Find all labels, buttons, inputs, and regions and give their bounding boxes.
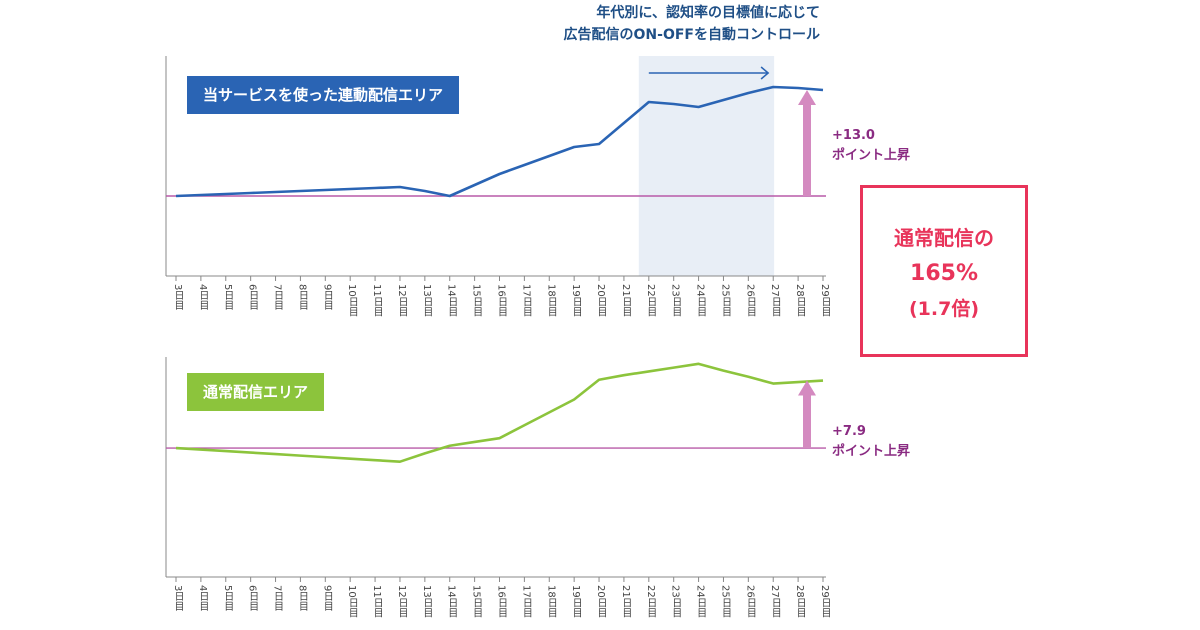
- x-tick-label: 16日目: [495, 585, 507, 618]
- x-tick-label: 26日目: [744, 585, 756, 618]
- x-tick-label: 7日目: [271, 585, 283, 612]
- x-tick-label: 20日目: [595, 284, 607, 317]
- x-tick-label: 3日目: [172, 585, 183, 612]
- x-tick-label: 28日目: [794, 585, 806, 618]
- x-tick-label: 9日目: [321, 585, 333, 612]
- automation-annotation: 年代別に、認知率の目標値に応じて 広告配信のON-OFFを自動コントロール: [564, 2, 820, 46]
- x-tick-label: 9日目: [321, 284, 333, 311]
- x-tick-label: 29日目: [819, 284, 830, 317]
- x-tick-label: 21日目: [619, 585, 631, 618]
- x-tick-label: 24日目: [694, 284, 706, 317]
- x-tick-label: 20日目: [595, 585, 607, 618]
- x-tick-label: 14日目: [445, 585, 457, 618]
- x-tick-label: 19日目: [570, 585, 582, 618]
- normal-delivery-plot: [165, 357, 826, 582]
- result-line-1: 通常配信の: [894, 226, 994, 250]
- x-tick-label: 21日目: [619, 284, 631, 317]
- linked-delivery-chart: [165, 56, 836, 281]
- x-tick-label: 11日目: [371, 585, 383, 618]
- x-tick-label: 4日目: [196, 585, 208, 612]
- normal-gain-text: ポイント上昇: [832, 444, 911, 459]
- linked-gain-value: +13.0: [832, 128, 875, 143]
- x-tick-label: 4日目: [196, 284, 208, 311]
- result-box: 通常配信の 165% (1.7倍): [860, 185, 1028, 357]
- result-line-2: 165%: [910, 261, 978, 286]
- x-tick-label: 23日目: [669, 284, 681, 317]
- x-tick-label: 22日目: [644, 585, 656, 618]
- x-tick-label: 15日目: [470, 585, 482, 618]
- x-tick-label: 8日目: [296, 585, 308, 612]
- x-tick-label: 25日目: [719, 284, 731, 317]
- x-tick-label: 17日目: [520, 284, 532, 317]
- x-tick-label: 5日目: [221, 284, 233, 311]
- x-tick-label: 12日目: [395, 284, 407, 317]
- x-tick-label: 27日目: [769, 284, 781, 317]
- gain-arrow-shaft: [803, 104, 811, 196]
- linked-gain-text: ポイント上昇: [832, 148, 911, 163]
- linked-delivery-badge: 当サービスを使った連動配信エリア: [187, 76, 460, 114]
- x-tick-label: 23日目: [669, 585, 681, 618]
- x-tick-label: 5日目: [221, 585, 233, 612]
- gain-arrow-shaft: [803, 394, 811, 449]
- linked-gain-label: +13.0 ポイント上昇: [832, 126, 910, 166]
- x-tick-label: 3日目: [172, 284, 183, 311]
- x-tick-label: 6日目: [246, 284, 258, 311]
- x-tick-label: 26日目: [744, 284, 756, 317]
- x-tick-label: 10日目: [346, 284, 358, 317]
- normal-delivery-chart: [165, 357, 836, 582]
- x-tick-label: 18日目: [545, 585, 557, 618]
- highlight-band: [638, 56, 775, 276]
- x-tick-label: 6日目: [246, 585, 258, 612]
- x-tick-label: 8日目: [296, 284, 308, 311]
- result-line-3: (1.7倍): [908, 298, 980, 320]
- x-tick-label: 10日目: [346, 585, 358, 618]
- x-tick-label: 13日目: [420, 585, 432, 618]
- x-tick-label: 11日目: [371, 284, 383, 317]
- x-tick-label: 19日目: [570, 284, 582, 317]
- annotation-line-1: 年代別に、認知率の目標値に応じて: [596, 5, 820, 21]
- x-tick-label: 14日目: [445, 284, 457, 317]
- annotation-line-2: 広告配信のON-OFFを自動コントロール: [563, 27, 820, 43]
- period-arrow-head: [760, 66, 770, 80]
- normal-gain-label: +7.9 ポイント上昇: [832, 422, 910, 462]
- x-tick-label: 22日目: [644, 284, 656, 317]
- normal-delivery-badge: 通常配信エリア: [187, 373, 325, 411]
- x-tick-label: 28日目: [794, 284, 806, 317]
- x-tick-label: 29日目: [819, 585, 830, 618]
- x-tick-label: 27日目: [769, 585, 781, 618]
- x-tick-label: 17日目: [520, 585, 532, 618]
- x-tick-label: 25日目: [719, 585, 731, 618]
- x-tick-label: 12日目: [395, 585, 407, 618]
- gain-arrow-head: [798, 380, 816, 396]
- x-tick-label: 7日目: [271, 284, 283, 311]
- linked-delivery-plot: [165, 56, 826, 281]
- x-tick-label: 16日目: [495, 284, 507, 317]
- x-tick-label: 15日目: [470, 284, 482, 317]
- x-tick-label: 13日目: [420, 284, 432, 317]
- x-tick-label: 24日目: [694, 585, 706, 618]
- normal-gain-value: +7.9: [832, 424, 866, 439]
- gain-arrow-head: [798, 90, 816, 105]
- x-tick-label: 18日目: [545, 284, 557, 317]
